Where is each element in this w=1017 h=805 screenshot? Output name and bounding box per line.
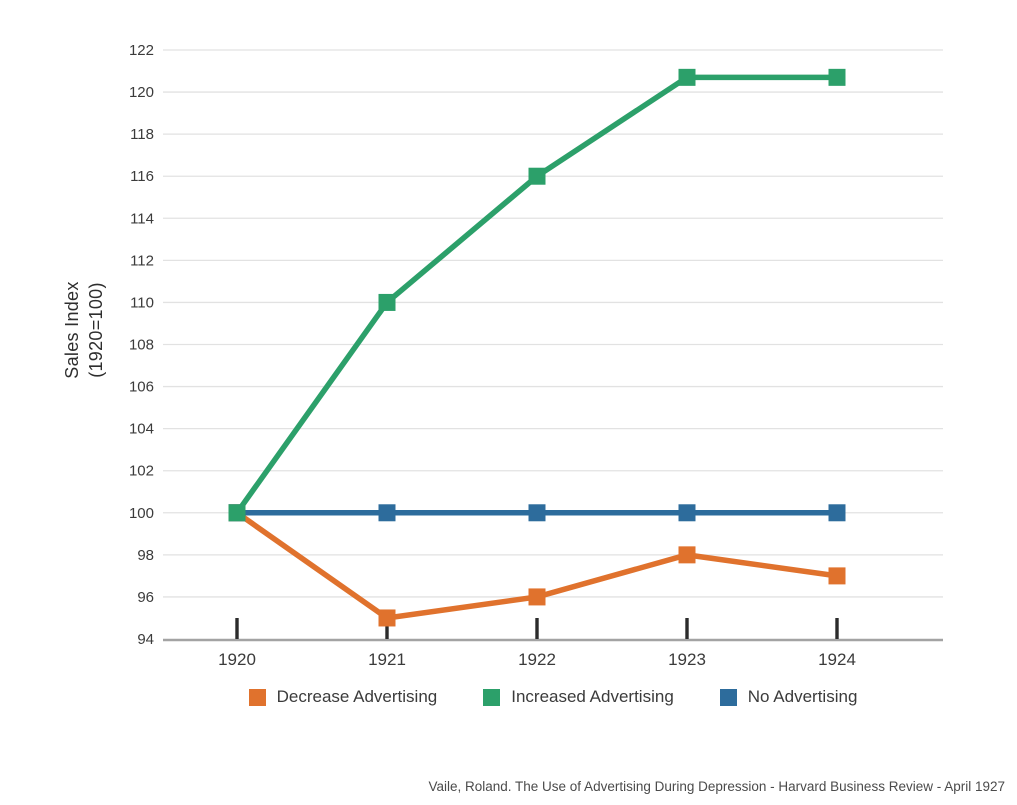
series-marker-increased-advertising [528, 167, 546, 185]
legend: Decrease Advertising Increased Advertisin… [163, 687, 943, 707]
series-marker-no-advertising [528, 504, 546, 522]
source-citation: Vaile, Roland. The Use of Advertising Du… [428, 779, 1005, 794]
x-tick-mark [685, 618, 689, 639]
legend-label: Increased Advertising [511, 687, 674, 706]
x-tick-mark [235, 618, 239, 639]
y-tick-label: 118 [130, 126, 154, 143]
y-tick-label: 96 [137, 589, 154, 606]
legend-label: No Advertising [747, 687, 858, 706]
legend-item-increased-advertising: Increased Advertising [483, 687, 674, 707]
y-tick-label: 108 [129, 337, 154, 354]
x-tick-mark [385, 618, 389, 639]
legend-swatch [719, 688, 737, 706]
series-line-increased-advertising [234, 74, 837, 515]
y-tick-label: 94 [137, 631, 154, 648]
x-tick-mark [835, 618, 839, 639]
y-tick-label: 116 [130, 168, 154, 185]
x-tick-label: 1924 [818, 650, 856, 669]
x-tick-label: 1921 [368, 650, 406, 669]
y-axis-title-line1: Sales Index [62, 281, 82, 379]
y-tick-label: 112 [130, 252, 154, 269]
series-marker-increased-advertising [678, 68, 696, 86]
series-marker-no-advertising [678, 504, 696, 522]
y-tick-label: 104 [129, 421, 154, 438]
y-tick-label: 110 [130, 294, 154, 311]
series-marker-no-advertising [378, 504, 396, 522]
y-tick-label: 106 [129, 379, 154, 396]
series-marker-decrease-advertising [378, 609, 396, 627]
y-tick-label: 120 [129, 84, 154, 101]
series-marker-increased-advertising [378, 293, 396, 311]
legend-item-decrease-advertising: Decrease Advertising [248, 687, 438, 707]
legend-swatch [483, 688, 501, 706]
series-marker-decrease-advertising [678, 546, 696, 564]
x-tick-label: 1920 [218, 650, 256, 669]
series-marker-increased-advertising [228, 504, 246, 522]
y-tick-label: 114 [130, 210, 154, 227]
legend-swatch [248, 688, 266, 706]
y-tick-label: 98 [137, 547, 154, 564]
x-tick-label: 1922 [518, 650, 556, 669]
legend-label: Decrease Advertising [276, 687, 438, 706]
x-tick-label: 1923 [668, 650, 706, 669]
y-axis-title: Sales Index (1920=100) [60, 273, 108, 387]
series-marker-decrease-advertising [528, 588, 546, 606]
legend-item-no-advertising: No Advertising [719, 687, 858, 707]
y-axis-title-line2: (1920=100) [86, 282, 106, 378]
y-tick-label: 122 [129, 42, 154, 59]
sales-index-line-chart: 94 96 98 100 102 104 106 108 110 112 114 116 118 120 1… [129, 42, 943, 669]
y-tick-label: 102 [129, 463, 154, 480]
series-marker-no-advertising [828, 504, 846, 522]
x-tick-mark [535, 618, 539, 639]
series-marker-increased-advertising [828, 68, 846, 86]
y-tick-label: 100 [129, 505, 154, 522]
series-marker-decrease-advertising [828, 567, 846, 585]
